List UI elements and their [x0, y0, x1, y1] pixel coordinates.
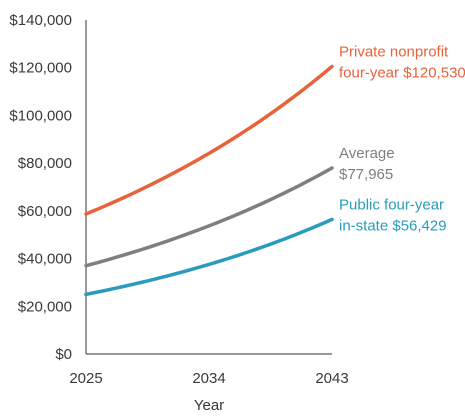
y-tick-label: $120,000	[9, 60, 72, 77]
x-axis-title: Year	[194, 397, 224, 414]
series-label-public: in-state $56,429	[339, 217, 447, 234]
x-tick-label: 2025	[69, 370, 102, 387]
y-tick-label: $40,000	[18, 251, 72, 268]
y-tick-label: $60,000	[18, 203, 72, 220]
y-tick-label: $20,000	[18, 298, 72, 315]
series-label-average: $77,965	[339, 166, 393, 183]
y-tick-label: $80,000	[18, 155, 72, 172]
axes	[85, 20, 332, 355]
series-labels: Private nonprofit four-year $120,530 Avera…	[339, 43, 465, 234]
x-tick-label: 2043	[315, 370, 348, 387]
series-line-average	[84, 166, 334, 268]
y-tick-label: $100,000	[9, 107, 72, 124]
series-line-public	[84, 217, 334, 297]
series-line-private	[84, 64, 334, 216]
series-label-private: Private nonprofit	[339, 43, 449, 60]
y-axis-tick-labels: $0 $20,000 $40,000 $60,000 $80,000 $100,000 $1…	[9, 12, 72, 363]
series-label-public: Public four-year	[339, 196, 444, 213]
x-axis-tick-labels: 2025 2034 2043	[69, 370, 348, 387]
series-label-average: Average	[339, 145, 395, 162]
series-label-private: four-year $120,530	[339, 64, 465, 81]
x-tick-label: 2034	[192, 370, 225, 387]
y-tick-label: $140,000	[9, 12, 72, 29]
y-tick-label: $0	[55, 346, 72, 363]
series-lines	[84, 64, 334, 297]
